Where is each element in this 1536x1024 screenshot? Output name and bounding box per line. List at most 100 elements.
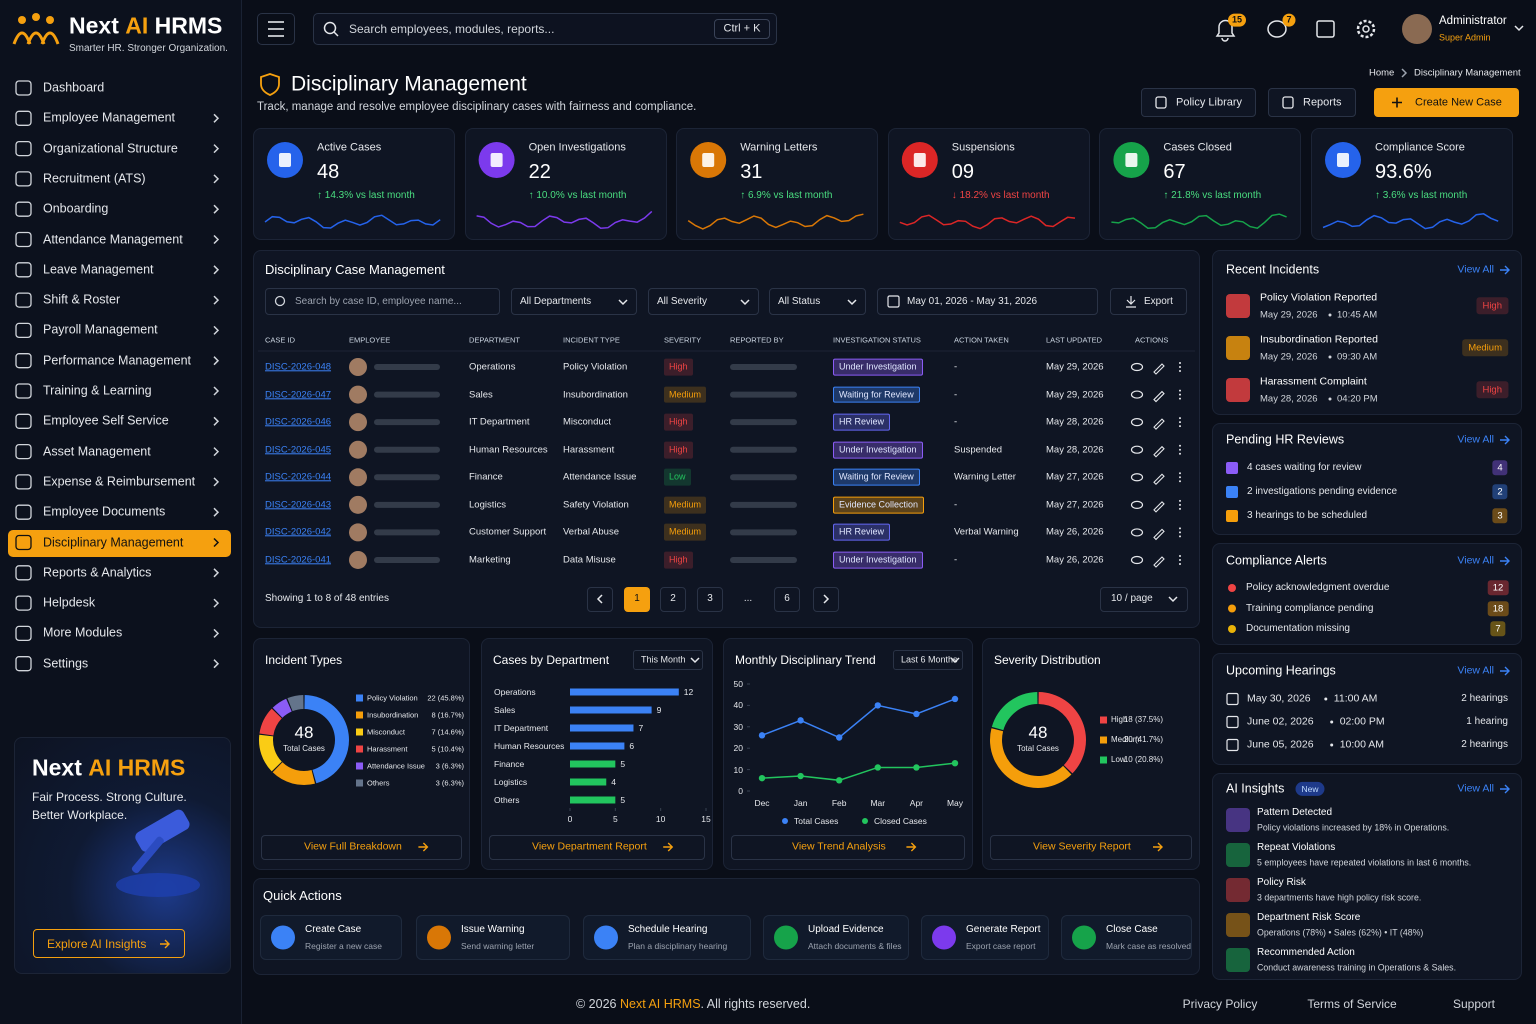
- filter-dropdown[interactable]: [511, 288, 637, 315]
- search-box[interactable]: [313, 13, 777, 45]
- nav-item[interactable]: Settings: [43, 656, 89, 671]
- header-button-label[interactable]: Create New Case: [1415, 95, 1502, 108]
- chart-link-button[interactable]: [731, 835, 965, 860]
- legend-label: Total Cases: [794, 815, 839, 826]
- case-id-link[interactable]: DISC-2026-047: [265, 388, 332, 400]
- hearing-date: June 05, 2026: [1247, 738, 1314, 751]
- header-button-label[interactable]: Reports: [1303, 95, 1342, 108]
- quick-action[interactable]: [416, 915, 570, 960]
- chart-filter[interactable]: [893, 650, 963, 670]
- page-button[interactable]: [774, 587, 800, 612]
- nav-item[interactable]: Reports & Analytics: [43, 565, 152, 580]
- arrow-icon: [906, 842, 917, 852]
- view-all-link[interactable]: View All: [1457, 664, 1494, 677]
- promo-button[interactable]: [33, 929, 185, 958]
- legend-swatch: [356, 762, 363, 770]
- footer-link[interactable]: Privacy Policy: [1182, 996, 1258, 1011]
- chart-link[interactable]: View Severity Report: [1033, 840, 1131, 853]
- case-id-link[interactable]: DISC-2026-044: [265, 471, 332, 483]
- panel-title: Quick Actions: [263, 888, 342, 904]
- donut-center-value: 48: [1028, 722, 1048, 742]
- nav-item[interactable]: Onboarding: [43, 201, 109, 216]
- case-id-link[interactable]: DISC-2026-046: [265, 416, 332, 428]
- case-id-link[interactable]: DISC-2026-042: [265, 526, 332, 538]
- chevron-icon: [618, 299, 628, 306]
- legend-label: Others: [367, 778, 390, 788]
- quick-action-title[interactable]: Generate Report: [966, 924, 1041, 935]
- page-number[interactable]: 3: [707, 593, 713, 604]
- calendar-icon: [887, 295, 900, 308]
- nav-item[interactable]: Recruitment (ATS): [43, 171, 146, 186]
- chart-link[interactable]: View Department Report: [532, 840, 647, 853]
- logo-icon: [40, 31, 60, 45]
- line-point: [797, 717, 804, 724]
- chart-filter[interactable]: [633, 650, 703, 670]
- view-all-link[interactable]: View All: [1457, 433, 1494, 446]
- page-button[interactable]: [660, 587, 686, 612]
- case-id-link[interactable]: DISC-2026-045: [265, 444, 332, 456]
- view-all-link[interactable]: View All: [1457, 554, 1494, 567]
- nav-item[interactable]: More Modules: [43, 625, 123, 640]
- nav-item[interactable]: Payroll Management: [43, 322, 158, 337]
- case-id-link[interactable]: DISC-2026-043: [265, 499, 332, 511]
- nav-item[interactable]: Attendance Management: [43, 232, 183, 246]
- page-size[interactable]: [1100, 587, 1188, 612]
- quick-action-title[interactable]: Close Case: [1106, 924, 1158, 935]
- export-button[interactable]: [1110, 288, 1187, 315]
- copyright-brand: Next AI HRMS: [619, 997, 701, 1011]
- chart-link-button[interactable]: [489, 835, 705, 860]
- page-number[interactable]: 6: [784, 593, 790, 604]
- footer-link[interactable]: Support: [1452, 996, 1496, 1011]
- quick-action-title[interactable]: Schedule Hearing: [628, 924, 708, 935]
- legend-label: Closed Cases: [874, 815, 927, 826]
- page-number[interactable]: 2: [670, 593, 676, 604]
- quick-action-title[interactable]: Create Case: [305, 924, 362, 935]
- nav-item[interactable]: Training & Learning: [43, 383, 152, 398]
- view-all-link[interactable]: View All: [1457, 263, 1494, 276]
- filter-dropdown[interactable]: [648, 288, 759, 315]
- header-button-label[interactable]: Policy Library: [1176, 95, 1243, 108]
- chart-link-button[interactable]: [990, 835, 1192, 860]
- header-button[interactable]: [1141, 88, 1256, 117]
- quick-action-title[interactable]: Issue Warning: [461, 924, 525, 935]
- nav-item[interactable]: Disciplinary Management: [43, 535, 184, 549]
- next-button[interactable]: [813, 587, 839, 612]
- nav-item[interactable]: Employee Self Service: [43, 413, 169, 428]
- nav-item[interactable]: Leave Management: [43, 262, 154, 277]
- chart-link[interactable]: View Trend Analysis: [792, 840, 886, 853]
- filter-dropdown[interactable]: [769, 288, 866, 315]
- table-search[interactable]: [265, 288, 500, 315]
- nav-item[interactable]: Performance Management: [43, 353, 191, 368]
- export-label[interactable]: Export: [1144, 296, 1173, 307]
- quick-action-title[interactable]: Upload Evidence: [808, 924, 884, 935]
- nav-item[interactable]: Employee Management: [43, 110, 176, 125]
- page-button[interactable]: [624, 587, 650, 612]
- nav-item[interactable]: Organizational Structure: [43, 141, 178, 156]
- page-button[interactable]: [697, 587, 723, 612]
- date-filter[interactable]: [877, 288, 1098, 315]
- logo-accent: AI: [125, 12, 149, 39]
- page-number[interactable]: ...: [743, 593, 753, 604]
- menu-button[interactable]: [257, 13, 295, 45]
- view-all-link[interactable]: View All: [1457, 782, 1494, 795]
- nav-item[interactable]: Shift & Roster: [43, 292, 121, 307]
- case-id-link[interactable]: DISC-2026-048: [265, 361, 332, 373]
- case-id-link[interactable]: DISC-2026-041: [265, 554, 332, 566]
- legend-value: 7 (14.6%): [431, 727, 464, 737]
- more-icon: [1179, 425, 1181, 428]
- nav-item[interactable]: Dashboard: [43, 80, 105, 95]
- action-taken: -: [954, 388, 958, 400]
- chart-link-button[interactable]: [261, 835, 462, 860]
- chart-link[interactable]: View Full Breakdown: [304, 840, 402, 853]
- nav-item[interactable]: Asset Management: [43, 444, 151, 459]
- kpi-label: Warning Letters: [740, 141, 818, 154]
- prev-button[interactable]: [587, 587, 613, 612]
- nav-item[interactable]: Expense & Reimbursement: [43, 474, 196, 489]
- promo-button-label[interactable]: Explore AI Insights: [47, 936, 147, 951]
- chevron-icon: [213, 477, 220, 487]
- page-number[interactable]: 1: [634, 593, 640, 604]
- footer-link[interactable]: Terms of Service: [1307, 996, 1397, 1011]
- nav-item[interactable]: Employee Documents: [43, 504, 166, 519]
- nav-item[interactable]: Helpdesk: [43, 595, 96, 610]
- page-size-label: 10 / page: [1111, 593, 1153, 604]
